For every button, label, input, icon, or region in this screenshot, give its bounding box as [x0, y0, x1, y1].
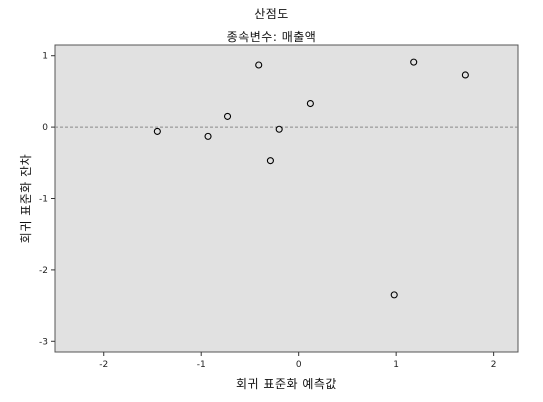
y-axis-title: 회귀 표준화 잔차 [19, 154, 33, 243]
x-tick-label: -2 [99, 360, 108, 370]
data-point [306, 99, 314, 108]
y-tick-label: -1 [39, 195, 48, 205]
x-tick-label: 2 [491, 360, 497, 370]
x-tick-label: 1 [393, 360, 399, 370]
chart-title: 산점도 [254, 7, 289, 21]
data-point [255, 61, 263, 69]
x-tick-label: 0 [296, 360, 302, 370]
axis-ticks [51, 55, 495, 356]
chart-subtitle: 종속변수: 매출액 [226, 30, 317, 44]
data-point [266, 157, 274, 165]
y-tick-label: 1 [42, 52, 48, 62]
y-tick-label: -3 [39, 337, 48, 347]
tick-labels: -2 -1 0 1 2 -3 -2 -1 0 1 [39, 52, 496, 370]
y-tick-label: -2 [39, 266, 48, 276]
data-point [275, 125, 283, 133]
plot-area [54, 44, 519, 353]
data-point [461, 71, 469, 79]
y-tick-label: 0 [42, 123, 48, 133]
data-point [410, 58, 418, 66]
x-tick-label: -1 [197, 360, 206, 370]
data-points [153, 58, 469, 299]
data-point [153, 127, 161, 135]
x-axis-title: 회귀 표준화 예측값 [236, 377, 337, 391]
data-point [204, 132, 212, 140]
data-point [223, 112, 232, 120]
data-point [390, 291, 398, 299]
